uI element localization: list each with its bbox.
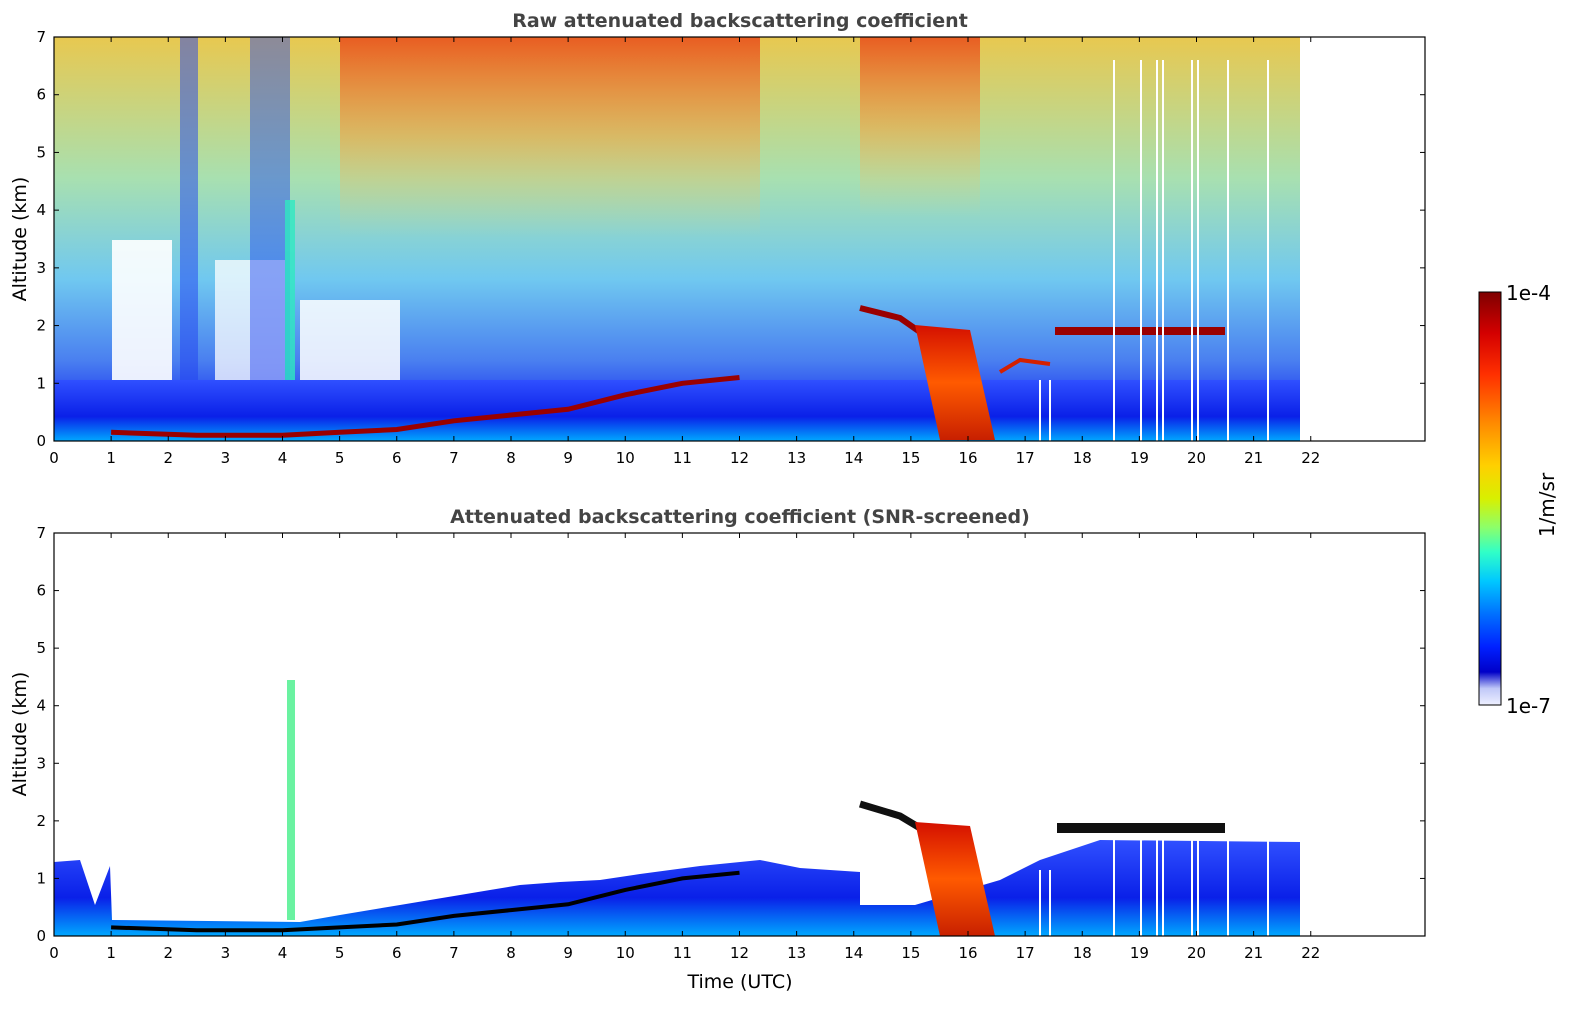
colorbar-max-label: 1e-4: [1506, 281, 1551, 305]
raw-warm-region-b: [860, 37, 980, 217]
x-tick-label: 10: [616, 944, 635, 962]
x-tick-label: 20: [1187, 449, 1206, 467]
x-tick-label: 6: [392, 449, 402, 467]
x-tick-label: 0: [49, 944, 59, 962]
screened-heatmap-field: [54, 680, 1300, 936]
raw-boundary-layer-line: [111, 375, 740, 438]
y-tick-label: 4: [36, 697, 46, 715]
y-tick-label: 0: [36, 927, 46, 945]
x-tick-label: 8: [506, 449, 516, 467]
x-tick-label: 22: [1301, 449, 1320, 467]
screened-x-axis-label: Time (UTC): [686, 971, 792, 993]
raw-missing-data-stripes: [1039, 60, 1269, 441]
raw-noise-column-2: [250, 37, 290, 407]
x-tick-label: 15: [901, 449, 920, 467]
raw-warm-region-a: [340, 37, 760, 237]
screened-y-axis-label: Altitude (km): [9, 672, 31, 797]
x-tick-label: 3: [221, 944, 231, 962]
x-tick-label: 12: [730, 449, 749, 467]
y-tick-label: 6: [36, 582, 46, 600]
x-tick-label: 6: [392, 944, 402, 962]
panel-screened: Attenuated backscattering coefficient (S…: [9, 506, 1426, 993]
x-tick-label: 19: [1130, 944, 1149, 962]
x-tick-label: 4: [278, 449, 288, 467]
x-tick-label: 17: [1016, 944, 1035, 962]
x-tick-label: 14: [844, 449, 863, 467]
screened-precipitation-shaft: [915, 822, 995, 936]
x-tick-label: 13: [787, 449, 806, 467]
x-tick-label: 20: [1187, 944, 1206, 962]
raw-heatmap-field: [54, 37, 1300, 441]
x-tick-label: 12: [730, 944, 749, 962]
panel-title-raw: Raw attenuated backscattering coefficien…: [512, 10, 968, 32]
x-tick-label: 4: [278, 944, 288, 962]
x-tick-label: 15: [901, 944, 920, 962]
raw-low-layer: [54, 380, 1300, 441]
x-tick-label: 9: [563, 449, 573, 467]
x-tick-label: 11: [673, 449, 692, 467]
x-tick-label: 13: [787, 944, 806, 962]
y-tick-label: 7: [36, 524, 46, 542]
y-tick-label: 6: [36, 86, 46, 104]
screened-y-ticks: 0 1 2 3 4 5 6 7: [36, 524, 1425, 945]
x-tick-label: 11: [673, 944, 692, 962]
colorbar: 1e-4 1e-7 1/m/sr: [1478, 281, 1559, 718]
raw-x-ticks: 0 1 2 3 4 5 6 7 8 9 10 11 12 13 14 15 16 17 18 19 20 21 22: [49, 37, 1320, 467]
x-tick-label: 21: [1244, 944, 1263, 962]
y-tick-label: 2: [36, 812, 46, 830]
raw-y-ticks: 0 1 2 3 4 5 6 7: [36, 28, 1425, 450]
screened-aerosol-column: [287, 680, 295, 920]
x-tick-label: 0: [49, 449, 59, 467]
x-tick-label: 2: [163, 449, 173, 467]
y-tick-label: 3: [36, 259, 46, 277]
raw-precipitation-shaft: [915, 325, 995, 440]
y-tick-label: 1: [36, 374, 46, 392]
colorbar-min-label: 1e-7: [1506, 694, 1551, 718]
screened-boundary-layer-line: [111, 870, 740, 933]
y-tick-label: 7: [36, 28, 46, 46]
y-tick-label: 5: [36, 143, 46, 161]
x-tick-label: 7: [449, 944, 459, 962]
y-tick-label: 1: [36, 869, 46, 887]
x-tick-label: 2: [163, 944, 173, 962]
x-tick-label: 19: [1130, 449, 1149, 467]
raw-y-axis-label: Altitude (km): [9, 177, 31, 302]
screened-missing-data-stripes: [1039, 840, 1269, 936]
x-tick-label: 1: [106, 944, 116, 962]
x-tick-label: 7: [449, 449, 459, 467]
x-tick-label: 16: [958, 944, 977, 962]
colorbar-unit-label: 1/m/sr: [1535, 472, 1559, 537]
screened-cloud-layer-high: [1057, 823, 1225, 833]
x-tick-label: 14: [844, 944, 863, 962]
x-tick-label: 18: [1073, 449, 1092, 467]
y-tick-label: 0: [36, 432, 46, 450]
y-tick-label: 5: [36, 639, 46, 657]
y-tick-label: 3: [36, 754, 46, 772]
x-tick-label: 21: [1244, 449, 1263, 467]
x-tick-label: 18: [1073, 944, 1092, 962]
screened-cloud-layer-slant: [858, 800, 922, 832]
colorbar-gradient: [1478, 291, 1502, 706]
panel-raw: Raw attenuated backscattering coefficien…: [9, 10, 1426, 467]
screened-x-ticks: 0 1 2 3 4 5 6 7 8 9 10 11 12 13 14 15 16 17 18 19 20 21 22: [49, 533, 1320, 962]
x-tick-label: 3: [221, 449, 231, 467]
raw-noise-column-1: [180, 37, 198, 407]
panel-title-screened: Attenuated backscattering coefficient (S…: [450, 506, 1030, 528]
x-tick-label: 8: [506, 944, 516, 962]
y-tick-label: 4: [36, 201, 46, 219]
x-tick-label: 5: [335, 449, 345, 467]
raw-aerosol-column: [285, 200, 295, 430]
x-tick-label: 5: [335, 944, 345, 962]
x-tick-label: 10: [616, 449, 635, 467]
x-tick-label: 17: [1016, 449, 1035, 467]
raw-cloud-fragment: [998, 357, 1051, 374]
x-tick-label: 16: [958, 449, 977, 467]
y-tick-label: 2: [36, 317, 46, 335]
raw-cloud-layer-slant: [859, 305, 922, 335]
x-tick-label: 1: [106, 449, 116, 467]
x-tick-label: 9: [563, 944, 573, 962]
x-tick-label: 22: [1301, 944, 1320, 962]
